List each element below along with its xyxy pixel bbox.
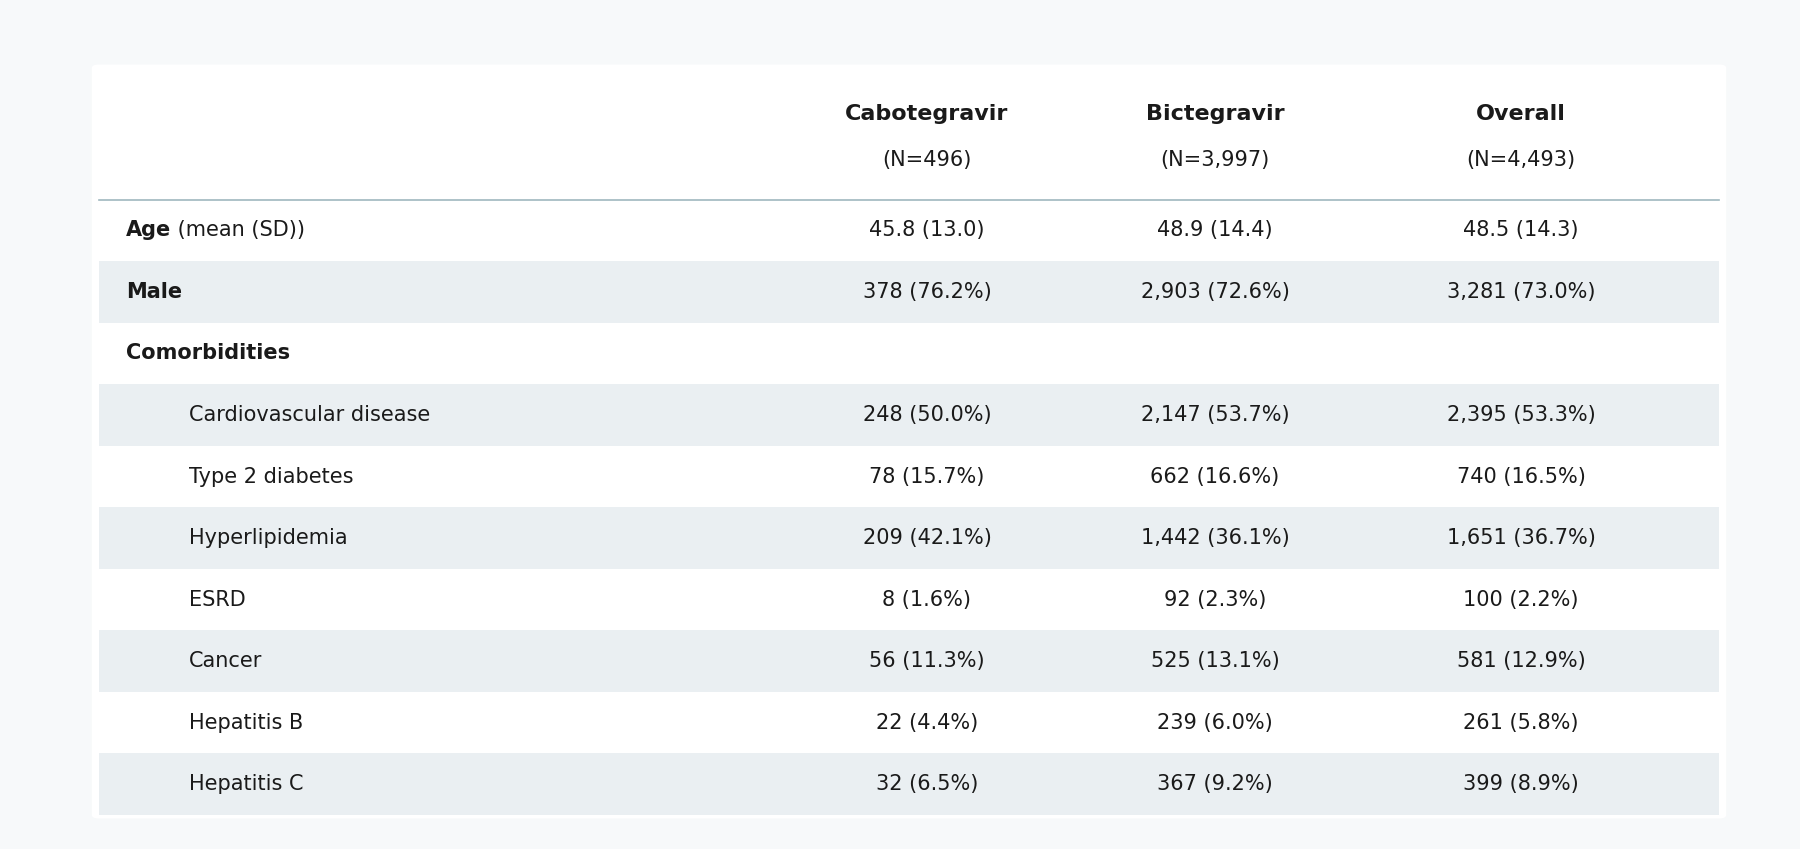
Text: 100 (2.2%): 100 (2.2%) — [1463, 589, 1579, 610]
Text: 581 (12.9%): 581 (12.9%) — [1456, 651, 1586, 672]
Text: 248 (50.0%): 248 (50.0%) — [862, 405, 992, 425]
Text: Comorbidities: Comorbidities — [126, 343, 290, 363]
Text: 56 (11.3%): 56 (11.3%) — [869, 651, 985, 672]
Text: 78 (15.7%): 78 (15.7%) — [869, 466, 985, 486]
Text: (mean (SD)): (mean (SD)) — [171, 220, 306, 240]
Text: Type 2 diabetes: Type 2 diabetes — [189, 466, 353, 486]
Text: 3,281 (73.0%): 3,281 (73.0%) — [1447, 282, 1595, 302]
Text: 662 (16.6%): 662 (16.6%) — [1150, 466, 1280, 486]
Text: 740 (16.5%): 740 (16.5%) — [1456, 466, 1586, 486]
Text: 367 (9.2%): 367 (9.2%) — [1157, 774, 1273, 795]
Text: (N=3,997): (N=3,997) — [1161, 150, 1269, 170]
Text: 45.8 (13.0): 45.8 (13.0) — [869, 220, 985, 240]
Text: Hepatitis B: Hepatitis B — [189, 712, 302, 733]
Text: 261 (5.8%): 261 (5.8%) — [1463, 712, 1579, 733]
Text: Cardiovascular disease: Cardiovascular disease — [189, 405, 430, 425]
Text: (N=496): (N=496) — [882, 150, 972, 170]
Text: Cancer: Cancer — [189, 651, 263, 672]
Text: Age: Age — [126, 220, 171, 240]
Text: Overall: Overall — [1476, 104, 1566, 124]
Text: 2,903 (72.6%): 2,903 (72.6%) — [1141, 282, 1289, 302]
Text: 399 (8.9%): 399 (8.9%) — [1463, 774, 1579, 795]
Text: 48.5 (14.3): 48.5 (14.3) — [1463, 220, 1579, 240]
Text: 1,442 (36.1%): 1,442 (36.1%) — [1141, 528, 1289, 548]
Text: 48.9 (14.4): 48.9 (14.4) — [1157, 220, 1273, 240]
Text: 8 (1.6%): 8 (1.6%) — [882, 589, 972, 610]
Text: ESRD: ESRD — [189, 589, 247, 610]
Text: 92 (2.3%): 92 (2.3%) — [1165, 589, 1265, 610]
Text: 525 (13.1%): 525 (13.1%) — [1150, 651, 1280, 672]
Text: 1,651 (36.7%): 1,651 (36.7%) — [1447, 528, 1595, 548]
Text: Male: Male — [126, 282, 182, 302]
Text: Cabotegravir: Cabotegravir — [846, 104, 1008, 124]
Text: 2,395 (53.3%): 2,395 (53.3%) — [1447, 405, 1595, 425]
Text: 239 (6.0%): 239 (6.0%) — [1157, 712, 1273, 733]
Text: 22 (4.4%): 22 (4.4%) — [877, 712, 977, 733]
Text: 2,147 (53.7%): 2,147 (53.7%) — [1141, 405, 1289, 425]
Text: Hyperlipidemia: Hyperlipidemia — [189, 528, 347, 548]
Text: Hepatitis C: Hepatitis C — [189, 774, 304, 795]
Text: 209 (42.1%): 209 (42.1%) — [862, 528, 992, 548]
Text: Bictegravir: Bictegravir — [1145, 104, 1285, 124]
Text: 32 (6.5%): 32 (6.5%) — [877, 774, 977, 795]
Text: (N=4,493): (N=4,493) — [1467, 150, 1575, 170]
Text: 378 (76.2%): 378 (76.2%) — [862, 282, 992, 302]
